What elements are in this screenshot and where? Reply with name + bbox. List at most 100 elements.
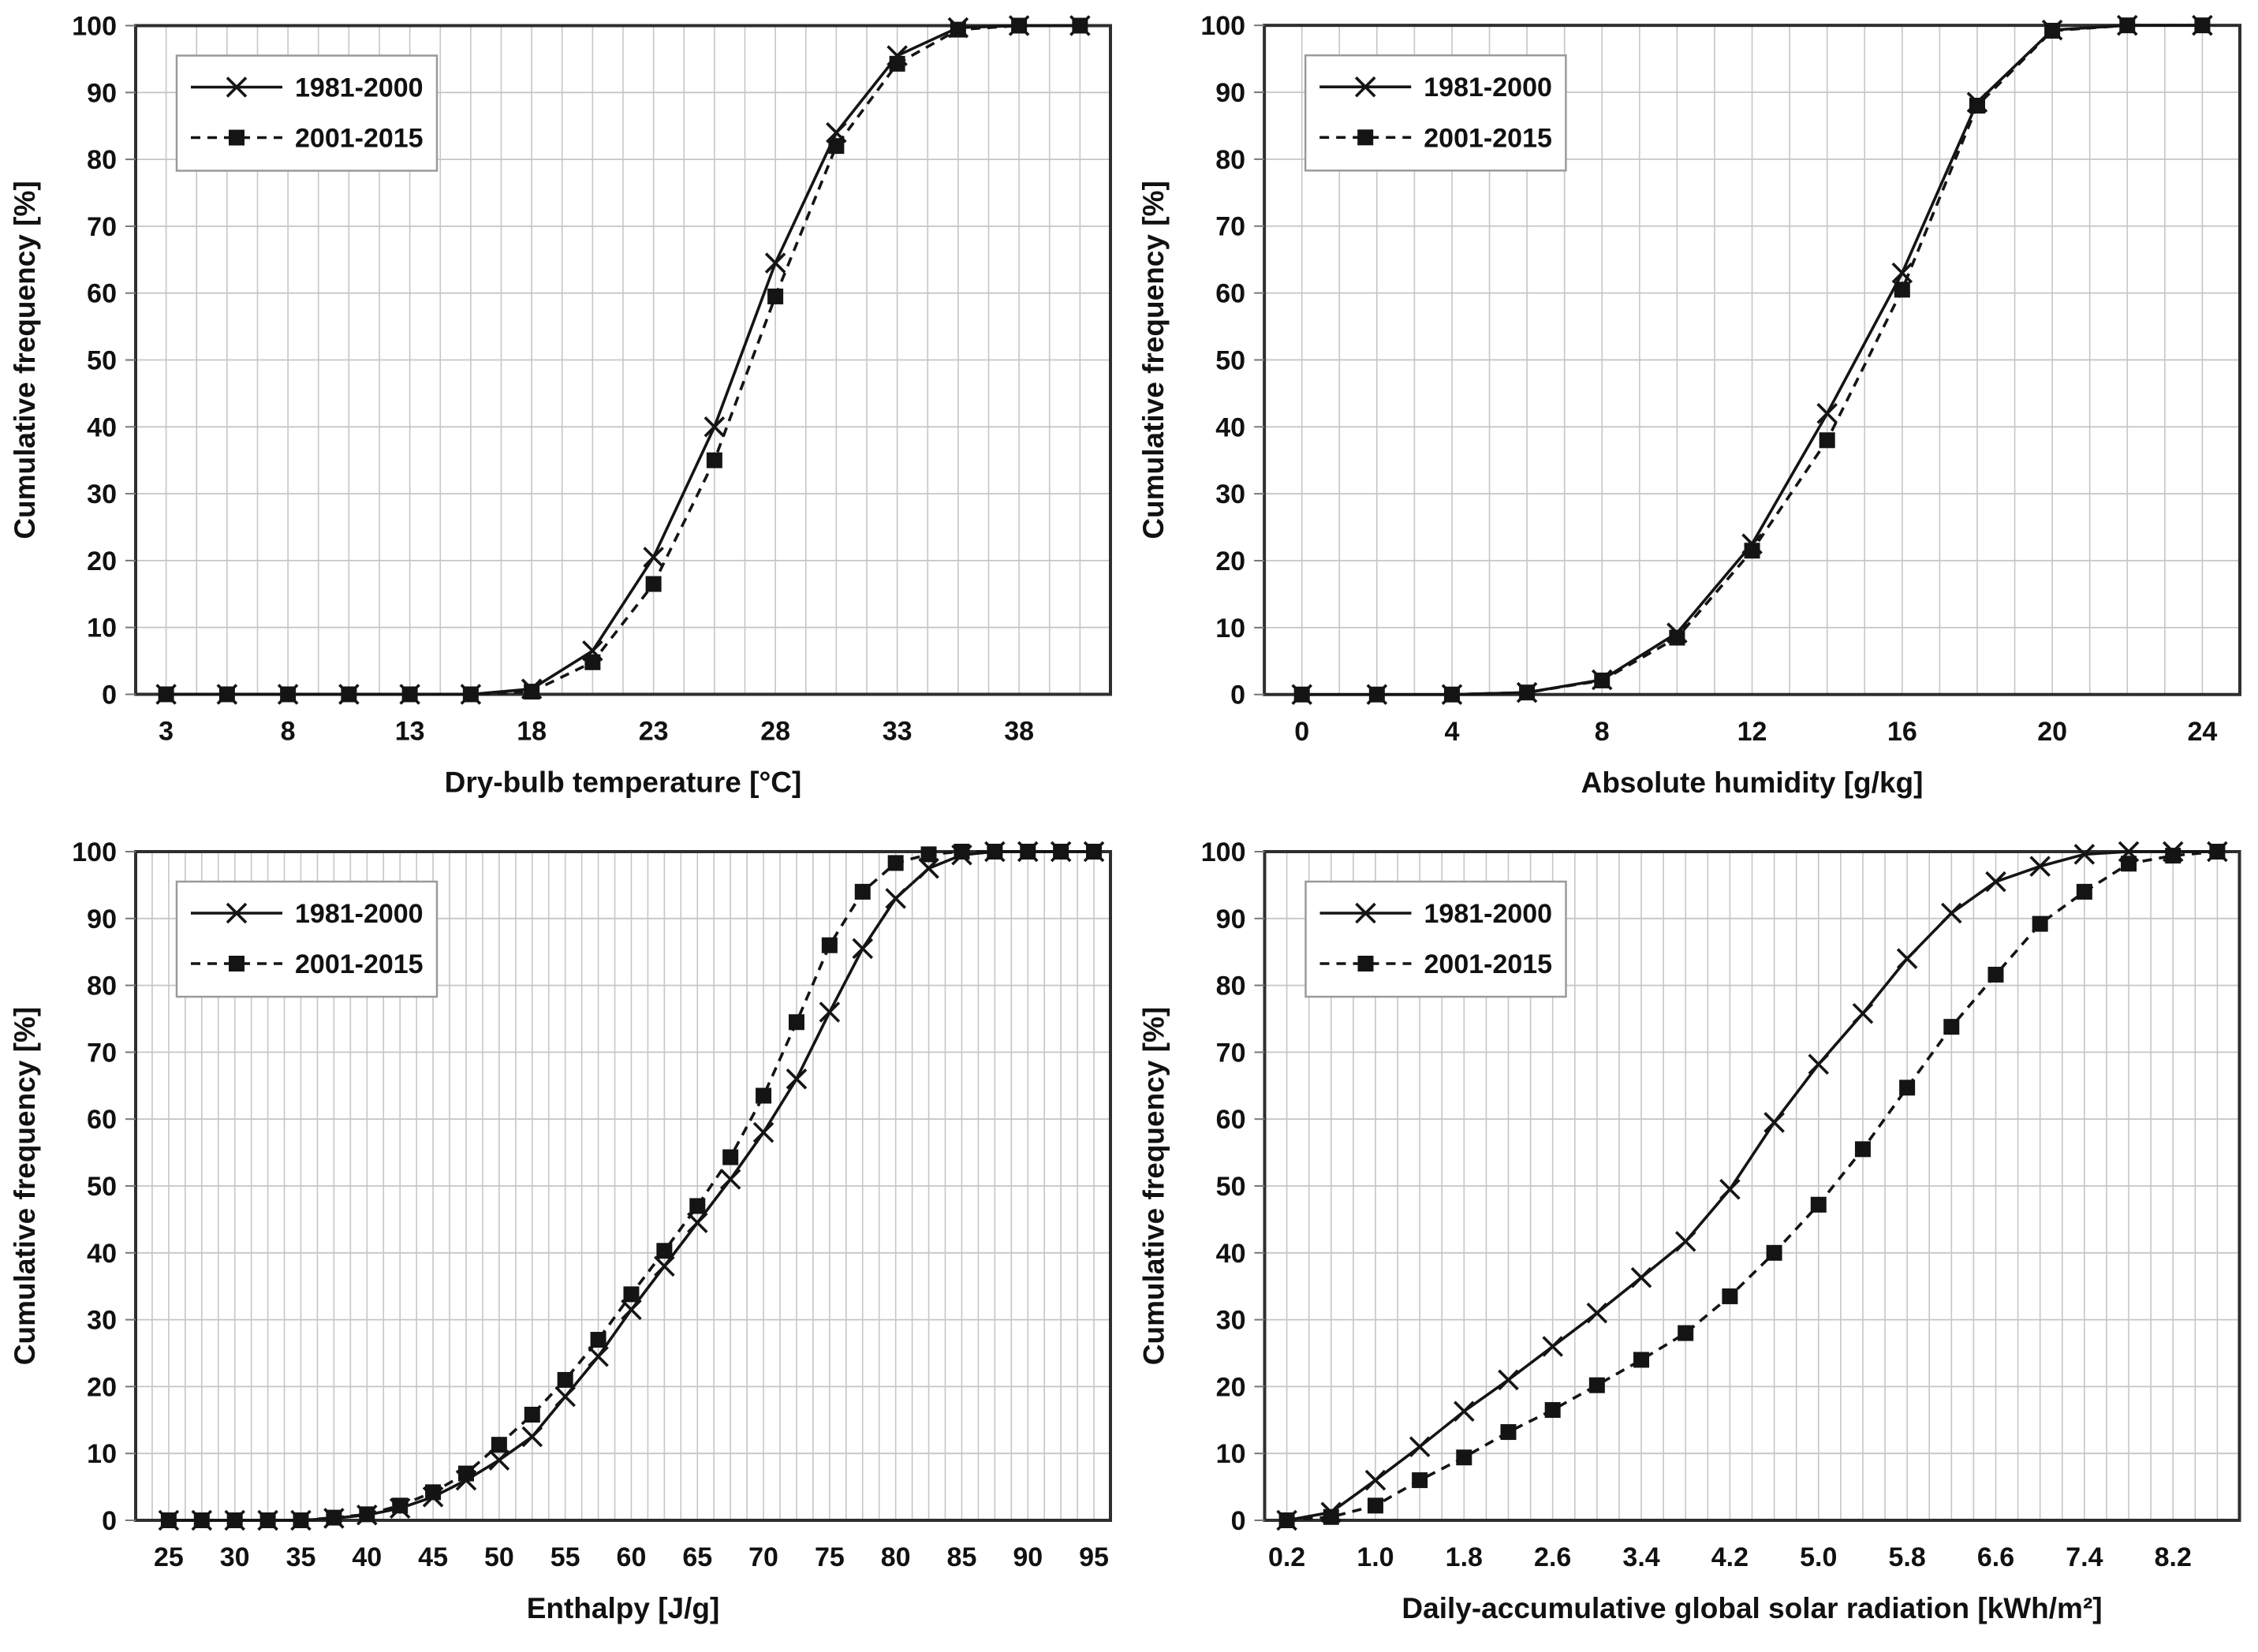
legend: 1981-2000 2001-2015 bbox=[1304, 880, 1567, 998]
x-tick-label: 80 bbox=[881, 1542, 911, 1572]
y-tick-label: 20 bbox=[87, 546, 117, 576]
y-tick-label: 30 bbox=[1216, 1306, 1246, 1336]
square-marker bbox=[280, 686, 297, 703]
x-tick-label: 75 bbox=[815, 1542, 845, 1572]
square-marker bbox=[1722, 1288, 1738, 1304]
square-marker bbox=[1456, 1449, 1472, 1466]
x-marker bbox=[1985, 871, 2006, 893]
y-tick-label: 20 bbox=[87, 1372, 117, 1402]
chart-svg-enthalpy: 0 10 20 30 40 50 60 70 80 90 100 25 30 35 40 45 50 55 60 65… bbox=[0, 826, 1129, 1652]
x-tick-label: 65 bbox=[682, 1542, 712, 1572]
square-marker bbox=[491, 1437, 507, 1453]
square-marker bbox=[821, 937, 838, 953]
square-marker bbox=[1633, 1352, 1650, 1368]
y-tick-label: 60 bbox=[1216, 1105, 1246, 1135]
x-marker bbox=[1364, 1469, 1387, 1491]
x-tick-label: 38 bbox=[1004, 717, 1034, 747]
x-tick-label: 40 bbox=[352, 1542, 382, 1572]
x-marker bbox=[764, 252, 786, 274]
x-tick-label: 4 bbox=[1445, 717, 1460, 747]
square-marker bbox=[524, 684, 540, 700]
square-marker bbox=[226, 1512, 243, 1528]
x-marker bbox=[704, 416, 726, 438]
x-marker bbox=[2029, 856, 2051, 877]
x-marker bbox=[1355, 902, 1376, 924]
y-tick-label: 100 bbox=[1200, 11, 1245, 41]
square-marker bbox=[557, 1371, 573, 1388]
square-marker bbox=[1519, 684, 1536, 701]
chart-solar-radiation: 0 10 20 30 40 50 60 70 80 90 100 0.2 1.0 1.8 2.6 3.4 4.2… bbox=[1129, 826, 2258, 1652]
y-tick-label: 0 bbox=[1231, 1506, 1246, 1536]
x-tick-label: 24 bbox=[2187, 717, 2217, 747]
x-tick-label: 95 bbox=[1079, 1542, 1109, 1572]
legend-box bbox=[175, 54, 439, 172]
x-marker bbox=[852, 938, 874, 960]
square-marker bbox=[623, 1286, 640, 1303]
legend-label: 1981-2000 bbox=[295, 899, 424, 929]
y-tick-label: 90 bbox=[87, 904, 117, 934]
square-marker bbox=[326, 1509, 342, 1526]
square-marker bbox=[590, 1332, 606, 1348]
y-tick-label: 50 bbox=[1215, 345, 1245, 375]
x-axis-title: Dry-bulb temperature [°C] bbox=[445, 766, 802, 799]
square-marker bbox=[645, 576, 662, 592]
x-marker bbox=[1719, 1178, 1741, 1200]
legend-label: 2001-2015 bbox=[295, 949, 424, 979]
square-marker bbox=[1854, 1141, 1871, 1158]
x-tick-label: 3.4 bbox=[1622, 1542, 1659, 1572]
square-marker bbox=[229, 956, 244, 971]
x-tick-label: 8 bbox=[281, 717, 296, 747]
y-tick-label: 10 bbox=[1216, 1439, 1246, 1469]
x-marker bbox=[554, 1385, 576, 1408]
legend-box bbox=[175, 880, 439, 998]
square-marker bbox=[341, 686, 357, 703]
x-marker bbox=[1816, 403, 1838, 424]
square-marker bbox=[1594, 672, 1610, 688]
y-tick-label: 10 bbox=[1215, 613, 1245, 643]
x-tick-label: 18 bbox=[517, 717, 547, 747]
x-tick-label: 7.4 bbox=[2066, 1542, 2103, 1572]
y-tick-label: 100 bbox=[1201, 837, 1246, 867]
legend: 1981-2000 2001-2015 bbox=[1304, 54, 1567, 172]
square-marker bbox=[401, 686, 418, 703]
legend-label: 1981-2000 bbox=[1424, 899, 1553, 929]
square-marker bbox=[1678, 1325, 1694, 1341]
x-tick-label: 85 bbox=[947, 1542, 977, 1572]
x-marker bbox=[1763, 1112, 1785, 1133]
x-tick-label: 20 bbox=[2037, 717, 2067, 747]
x-marker bbox=[885, 888, 906, 909]
x-tick-label: 1.8 bbox=[1446, 1542, 1483, 1572]
x-marker bbox=[226, 902, 248, 924]
y-tick-label: 40 bbox=[87, 412, 117, 442]
gridlines bbox=[136, 852, 1110, 1520]
square-marker bbox=[1011, 17, 1028, 34]
square-marker bbox=[160, 1512, 177, 1528]
x-tick-label: 55 bbox=[551, 1542, 580, 1572]
square-marker bbox=[1744, 543, 1760, 559]
x-tick-label: 0.2 bbox=[1268, 1542, 1305, 1572]
x-marker bbox=[1891, 262, 1913, 284]
chart-svg-solar: 0 10 20 30 40 50 60 70 80 90 100 0.2 1.0 1.8 2.6 3.4 4.2… bbox=[1129, 826, 2258, 1652]
x-tick-label: 90 bbox=[1013, 1542, 1043, 1572]
y-tick-label: 90 bbox=[1215, 78, 1245, 108]
chart-dry-bulb-temperature: 0 10 20 30 40 50 60 70 80 90 100 3 8 13 18 23 28 33 38 1981… bbox=[0, 0, 1129, 826]
y-tick-label: 40 bbox=[1215, 412, 1245, 442]
y-tick-label: 70 bbox=[87, 1038, 117, 1068]
x-axis-title: Enthalpy [J/g] bbox=[527, 1592, 720, 1624]
square-marker bbox=[828, 138, 845, 155]
square-marker bbox=[1819, 432, 1835, 449]
x-tick-label: 50 bbox=[484, 1542, 514, 1572]
x-tick-label: 70 bbox=[748, 1542, 778, 1572]
square-marker bbox=[193, 1512, 210, 1528]
x-tick-label: 3 bbox=[159, 717, 174, 747]
legend-label: 2001-2015 bbox=[295, 124, 424, 154]
y-axis-title: Cumulative frequency [%] bbox=[1136, 181, 1170, 539]
x-tick-label: 4.2 bbox=[1711, 1542, 1749, 1572]
square-marker bbox=[2119, 17, 2136, 34]
square-marker bbox=[293, 1512, 309, 1528]
x-tick-label: 2.6 bbox=[1534, 1542, 1571, 1572]
square-marker bbox=[2044, 22, 2061, 39]
series-markers-2001-2015 bbox=[158, 17, 1088, 703]
x-marker bbox=[621, 1299, 642, 1321]
x-marker bbox=[1674, 1231, 1696, 1252]
